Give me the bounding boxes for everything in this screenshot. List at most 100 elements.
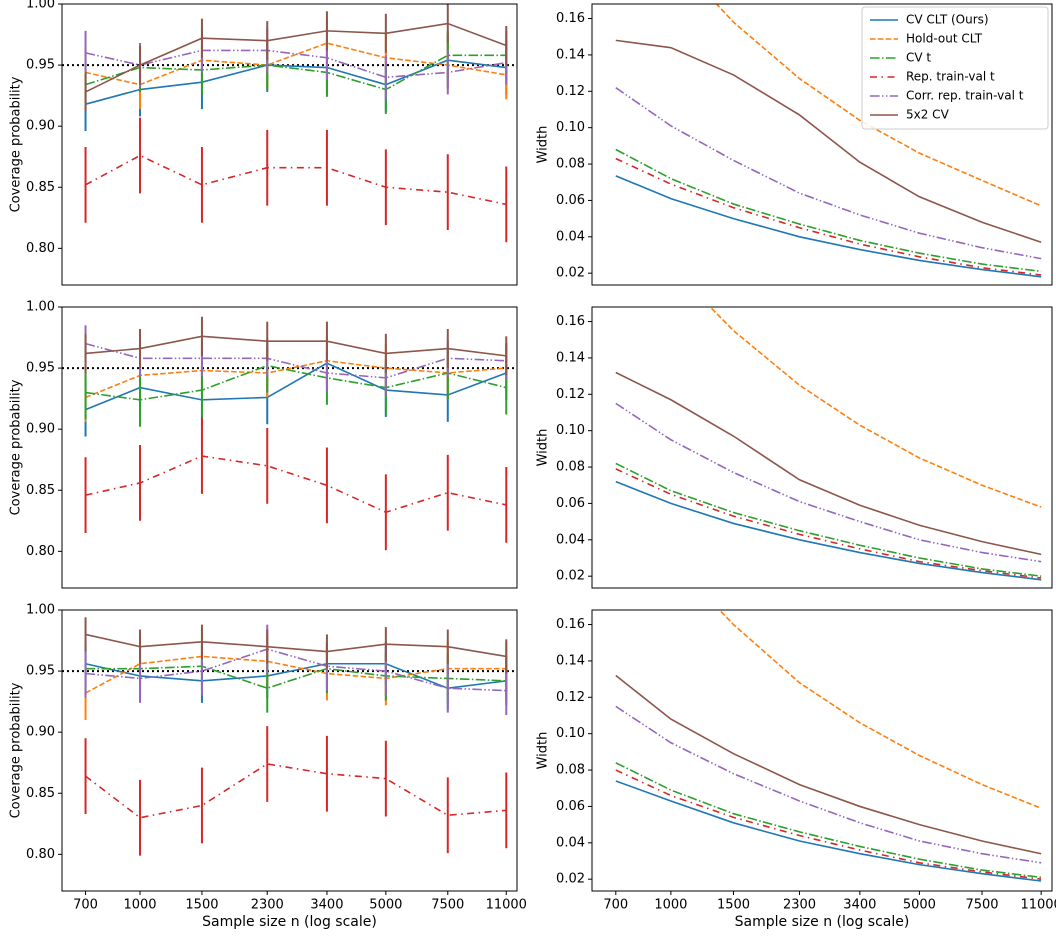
series-line xyxy=(86,456,507,512)
y-tick-label: 0.90 xyxy=(26,725,55,740)
y-tick-label: 0.14 xyxy=(556,350,585,365)
y-tick-label: 0.08 xyxy=(556,460,585,475)
y-tick-label: 0.06 xyxy=(556,799,585,814)
y-tick-label: 0.85 xyxy=(26,483,55,498)
series-line xyxy=(86,664,507,688)
y-axis-label: Coverage probability xyxy=(9,379,24,515)
y-tick-label: 0.04 xyxy=(556,229,585,244)
x-axis-label: Sample size n (log scale) xyxy=(202,914,377,930)
y-tick-label: 0.80 xyxy=(26,847,55,862)
y-tick-label: 0.12 xyxy=(556,690,585,705)
legend-label: Hold-out CLT xyxy=(906,32,983,46)
x-tick-label: 3400 xyxy=(843,898,876,913)
x-tick-label: 7500 xyxy=(431,898,464,913)
x-tick-label: 1000 xyxy=(123,898,156,913)
series-line xyxy=(616,781,1041,881)
series-line xyxy=(616,372,1041,554)
y-tick-label: 0.02 xyxy=(556,872,585,887)
y-tick-label: 0.95 xyxy=(26,361,55,376)
y-tick-label: 0.16 xyxy=(556,314,585,329)
x-tick-label: 5000 xyxy=(903,898,936,913)
y-tick-label: 0.85 xyxy=(26,180,55,195)
series-line xyxy=(616,482,1041,580)
x-tick-label: 2300 xyxy=(251,898,284,913)
series-line xyxy=(86,634,507,656)
series-line xyxy=(616,469,1041,578)
x-tick-label: 3400 xyxy=(310,898,343,913)
y-tick-label: 0.90 xyxy=(26,119,55,134)
x-tick-label: 11000 xyxy=(486,898,527,913)
plot-area xyxy=(616,203,1041,579)
x-tick-label: 2300 xyxy=(783,898,816,913)
legend-label: CV CLT (Ours) xyxy=(906,13,989,27)
series-line xyxy=(616,203,1041,507)
panel: 0.80 0.85 0.90 0.95 1.00 Coverage probability xyxy=(9,0,518,285)
series-line xyxy=(616,770,1041,879)
y-tick-label: 0.95 xyxy=(26,664,55,679)
x-tick-label: 5000 xyxy=(369,898,402,913)
y-tick-label: 0.06 xyxy=(556,193,585,208)
series-line xyxy=(86,361,507,398)
y-tick-label: 0.08 xyxy=(556,763,585,778)
x-tick-label: 1500 xyxy=(717,898,750,913)
y-tick-label: 0.04 xyxy=(556,532,585,547)
y-axis-label: Width xyxy=(536,429,551,467)
series-line xyxy=(616,463,1041,576)
x-tick-label: 700 xyxy=(73,898,98,913)
x-tick-label: 7500 xyxy=(965,898,998,913)
series-line xyxy=(86,60,507,104)
x-tick-label: 700 xyxy=(603,898,628,913)
x-tick-label: 1500 xyxy=(185,898,218,913)
panel: 0.02 0.04 0.06 0.08 0.10 0.12 0.14 0.16 Width xyxy=(536,203,1053,588)
y-axis-label: Coverage probability xyxy=(9,76,24,212)
series-line xyxy=(86,764,507,818)
y-tick-label: 0.90 xyxy=(26,422,55,437)
y-tick-label: 0.14 xyxy=(556,653,585,668)
x-tick-label: 1000 xyxy=(654,898,687,913)
legend-label: Corr. rep. train-val t xyxy=(906,89,1024,103)
legend-label: CV t xyxy=(906,51,931,65)
y-tick-label: 0.02 xyxy=(556,266,585,281)
series-line xyxy=(616,176,1041,277)
plot-area xyxy=(62,4,517,242)
y-tick-label: 0.08 xyxy=(556,157,585,172)
y-tick-label: 0.02 xyxy=(556,569,585,584)
y-tick-label: 1.00 xyxy=(26,603,55,618)
panel: 0.80 0.85 0.90 0.95 1.00 700 1000 1500 2300 3400 5… xyxy=(9,603,527,931)
series-line xyxy=(616,150,1041,272)
y-axis-label: Width xyxy=(536,126,551,164)
y-tick-label: 0.85 xyxy=(26,786,55,801)
series-line xyxy=(86,336,507,356)
series-line xyxy=(86,656,507,693)
y-tick-label: 0.12 xyxy=(556,387,585,402)
plot-area xyxy=(62,617,517,855)
y-tick-label: 0.06 xyxy=(556,496,585,511)
panel: 0.02 0.04 0.06 0.08 0.10 0.12 0.14 0.16 Width CV … xyxy=(536,0,1053,285)
x-axis-label: Sample size n (log scale) xyxy=(735,914,910,930)
y-axis-label: Coverage probability xyxy=(9,682,24,818)
y-tick-label: 0.10 xyxy=(556,423,585,438)
y-tick-label: 0.16 xyxy=(556,11,585,26)
y-tick-label: 0.95 xyxy=(26,58,55,73)
series-line xyxy=(86,156,507,205)
series-line xyxy=(616,159,1041,275)
legend-label: 5x2 CV xyxy=(906,108,950,122)
plot-frame xyxy=(592,610,1052,891)
plot-frame xyxy=(592,307,1052,588)
y-tick-label: 0.80 xyxy=(26,544,55,559)
legend-label: Rep. train-val t xyxy=(906,70,995,84)
y-tick-label: 0.16 xyxy=(556,617,585,632)
plot-area xyxy=(616,494,1041,881)
y-tick-label: 0.04 xyxy=(556,835,585,850)
y-tick-label: 0.14 xyxy=(556,47,585,62)
y-tick-label: 0.10 xyxy=(556,726,585,741)
plot-area xyxy=(62,317,517,550)
y-tick-label: 0.10 xyxy=(556,120,585,135)
y-tick-label: 0.12 xyxy=(556,84,585,99)
y-tick-label: 0.80 xyxy=(26,241,55,256)
y-tick-label: 1.00 xyxy=(26,300,55,315)
y-tick-label: 1.00 xyxy=(26,0,55,12)
panel: 0.02 0.04 0.06 0.08 0.10 0.12 0.14 0.16 700 1000 1… xyxy=(536,494,1056,930)
y-axis-label: Width xyxy=(536,732,551,770)
